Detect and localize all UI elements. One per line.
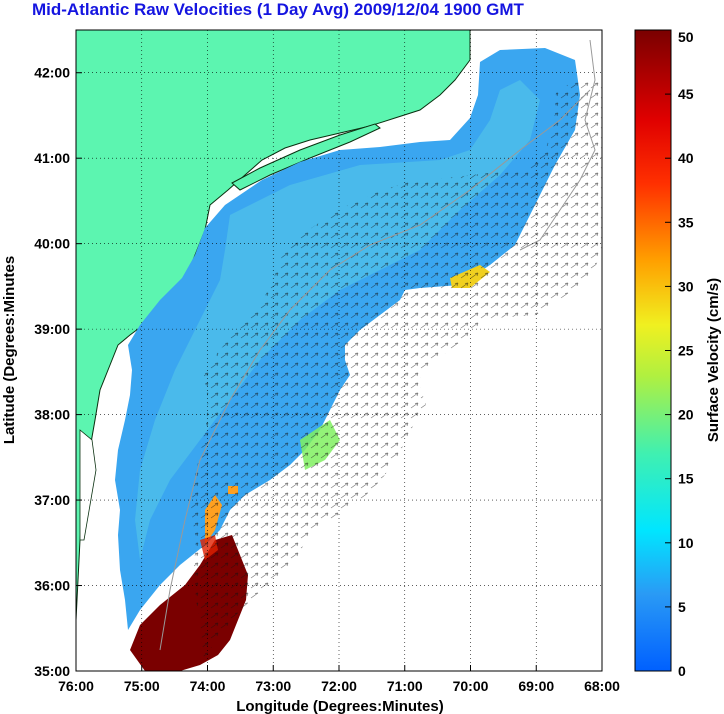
x-axis: 76:00 75:00 74:00 73:00 72:00 71:00 70:00 69:00…	[58, 665, 620, 694]
colorbar-tick-label: 5	[678, 599, 686, 615]
x-tick-label: 71:00	[387, 678, 423, 694]
x-tick-label: 69:00	[518, 678, 554, 694]
x-tick-label: 72:00	[321, 678, 357, 694]
long-island	[231, 123, 381, 191]
y-tick-label: 38:00	[34, 407, 70, 423]
y-tick-label: 36:00	[34, 578, 70, 594]
y-axis-label: Latitude (Degrees:Minutes	[1, 256, 18, 444]
y-tick-label: 37:00	[34, 492, 70, 508]
colorbar-tick-label: 0	[678, 663, 686, 679]
colorbar-tick-label: 20	[678, 407, 694, 423]
colorbar-tick-label: 25	[678, 343, 694, 359]
x-tick-label: 75:00	[124, 678, 160, 694]
colorbar-tick-label: 40	[678, 150, 694, 166]
colorbar-tick-label: 35	[678, 214, 694, 230]
colorbar-tick-label: 30	[678, 278, 694, 294]
bathymetry-contour-2	[519, 39, 596, 251]
x-tick-label: 76:00	[58, 678, 94, 694]
x-tick-label: 73:00	[255, 678, 291, 694]
y-axis: 35:00 36:00 37:00 38:00 39:00 40:00 41:00 42:00	[34, 65, 82, 679]
chesapeake-bay	[79, 429, 97, 541]
bathymetry-contour	[159, 89, 591, 651]
colorbar-tick-label: 15	[678, 471, 694, 487]
x-tick-label: 68:00	[584, 678, 620, 694]
x-axis-label: Longitude (Degrees:Minutes)	[236, 698, 444, 714]
y-tick-label: 35:00	[34, 663, 70, 679]
colorbar-ticks: 0 5 10 15 20 25 30 35 40 45 50	[665, 29, 694, 679]
x-tick-label: 74:00	[190, 678, 226, 694]
colorbar-label: Surface Velocity (cm/s)	[705, 278, 722, 442]
y-tick-label: 42:00	[34, 65, 70, 81]
colorbar-tick-label: 50	[678, 29, 694, 45]
colorbar-tick-label: 45	[678, 86, 694, 102]
map-title: Mid-Atlantic Raw Velocities (1 Day Avg) …	[32, 0, 524, 19]
y-tick-label: 40:00	[34, 236, 70, 252]
x-tick-label: 70:00	[453, 678, 489, 694]
colorbar-tick-label: 10	[678, 535, 694, 551]
y-tick-label: 41:00	[34, 150, 70, 166]
y-tick-label: 39:00	[34, 321, 70, 337]
